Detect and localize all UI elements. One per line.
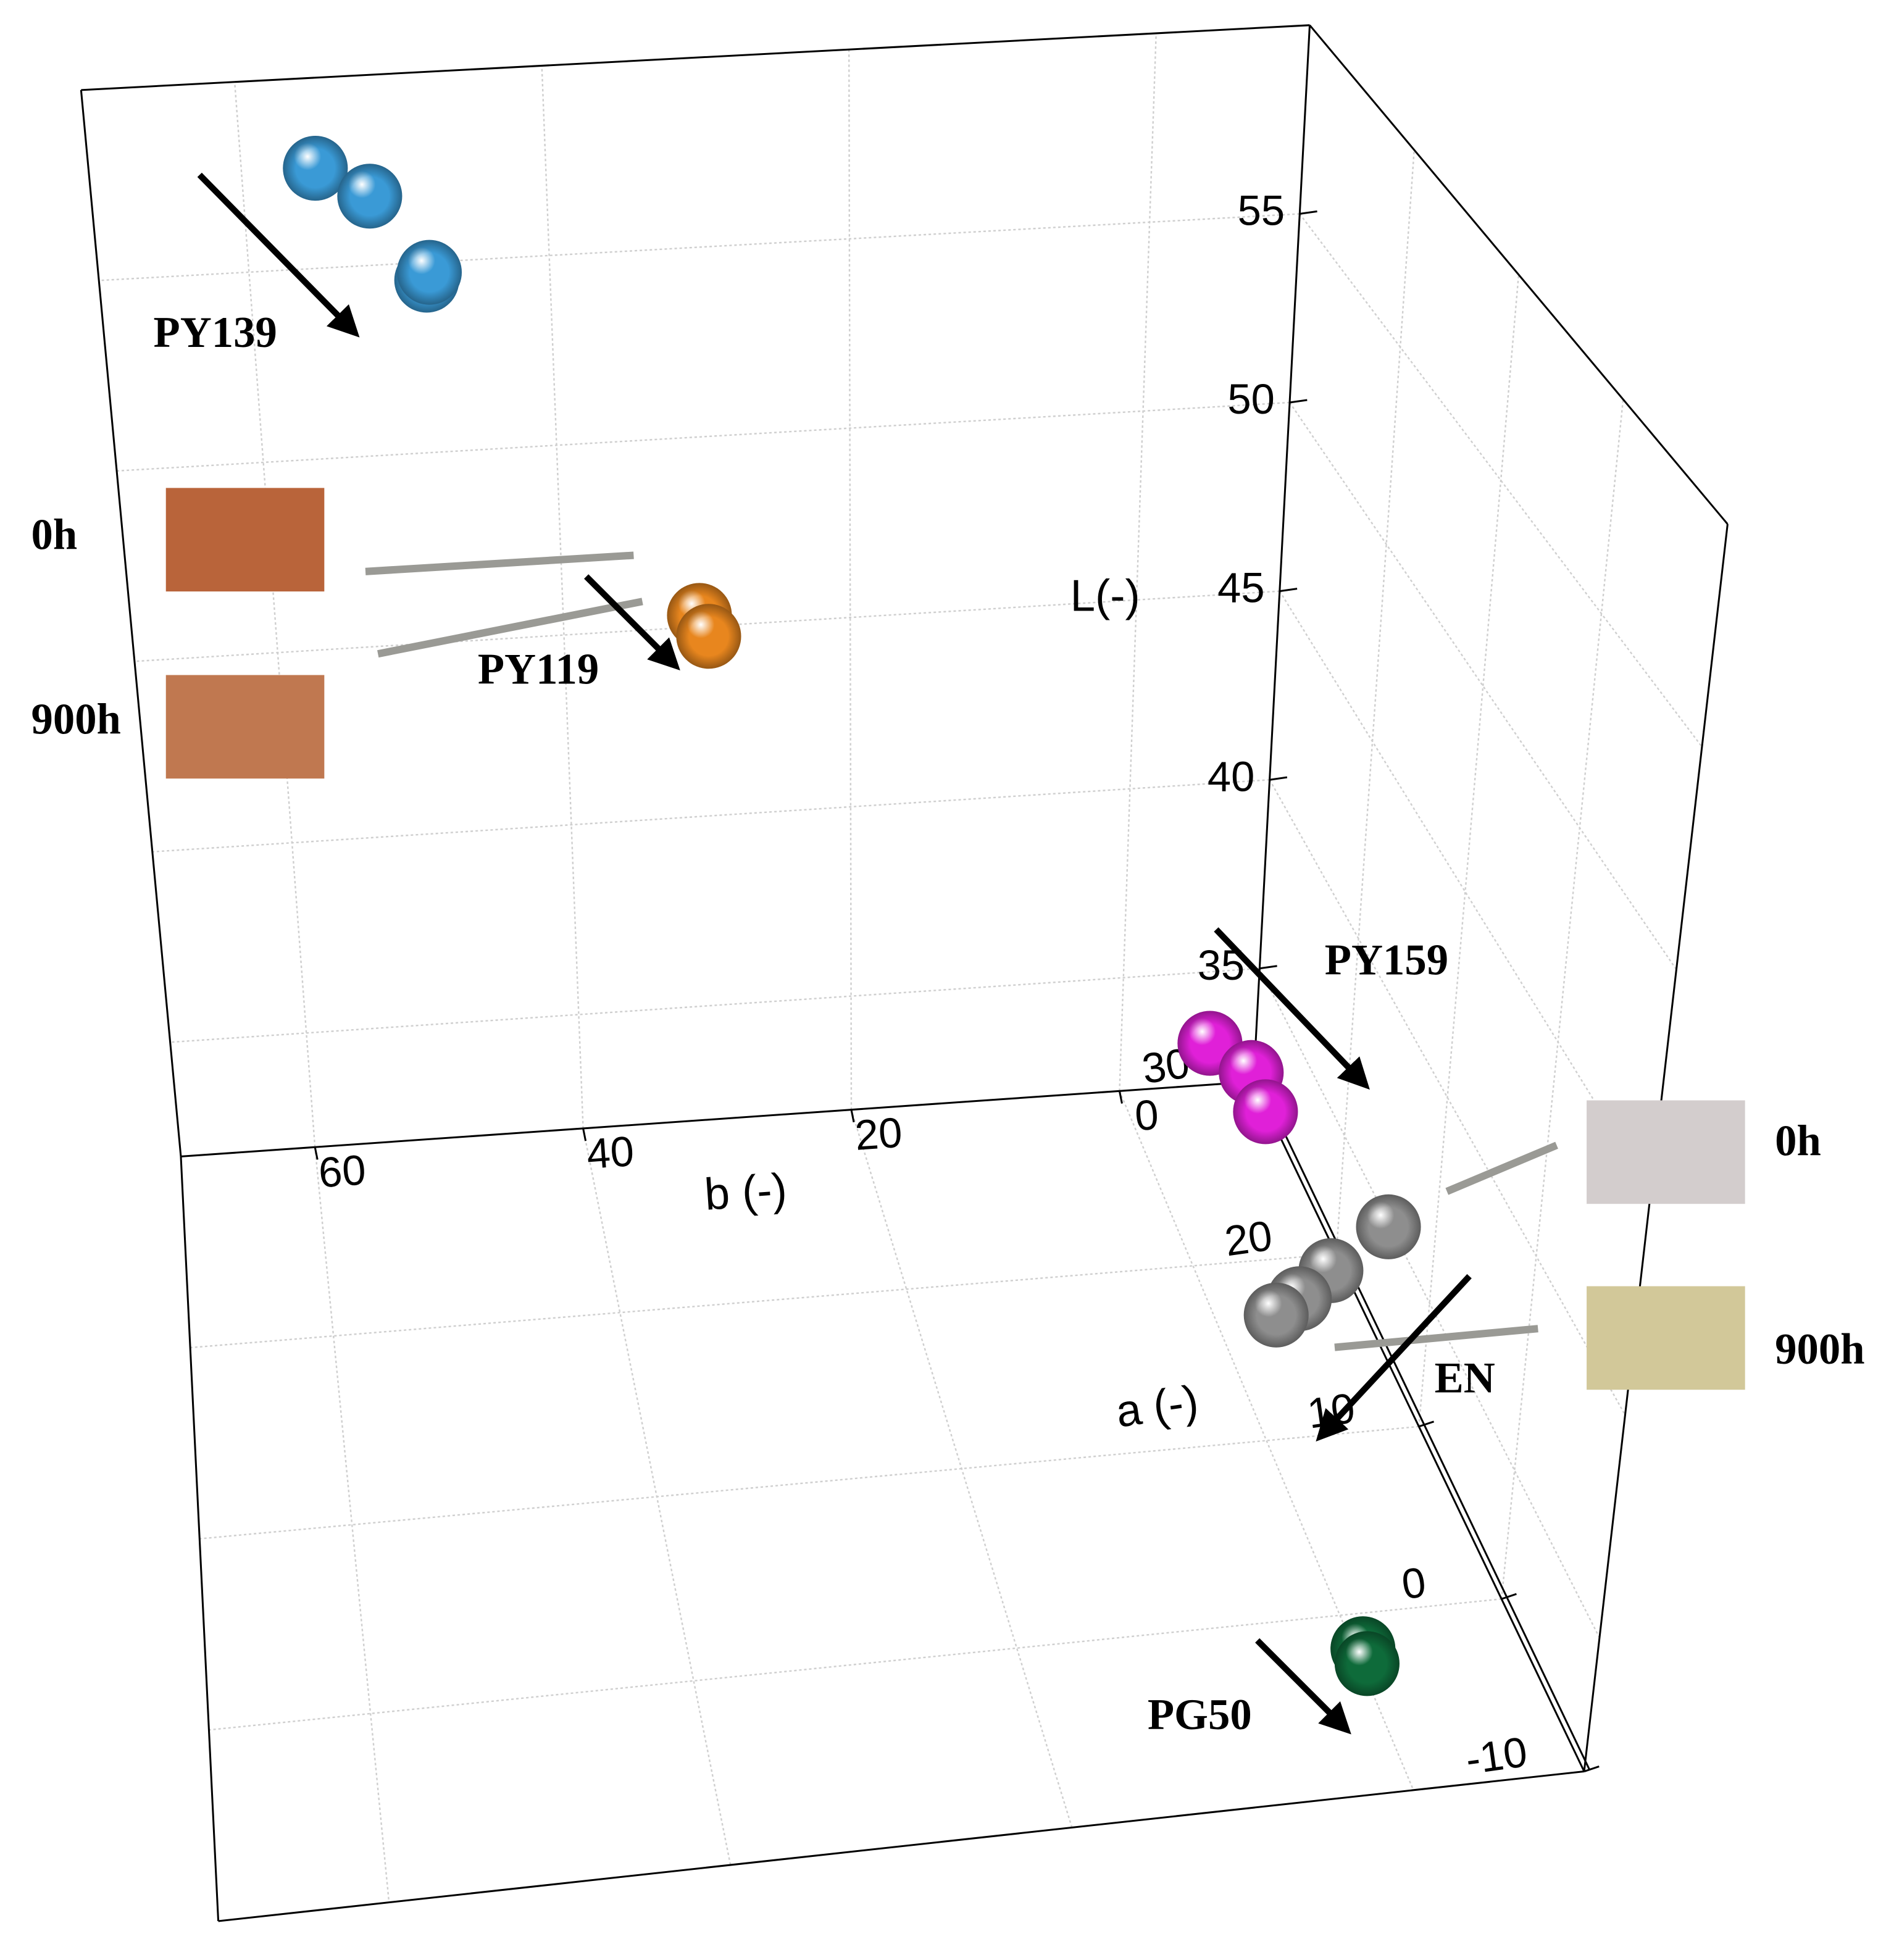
color-sample xyxy=(165,675,325,779)
box-edge xyxy=(180,1080,1254,1157)
grid-line xyxy=(116,401,1290,472)
grid-line xyxy=(1269,779,1626,1416)
tick-mark xyxy=(1259,965,1277,970)
grid-line xyxy=(209,1598,1502,1731)
connector xyxy=(377,598,643,658)
sample-label: 900h xyxy=(1775,1325,1864,1374)
z-tick-label: 55 xyxy=(1238,187,1285,235)
x-tick-label: 60 xyxy=(317,1146,367,1196)
arrow xyxy=(584,574,680,671)
series-label: PG50 xyxy=(1148,1691,1252,1739)
tick-mark xyxy=(1279,588,1298,593)
tick-mark xyxy=(1118,1091,1123,1104)
y-tick-label: 20 xyxy=(1222,1212,1275,1266)
connector xyxy=(365,551,634,575)
arrow xyxy=(1255,1638,1351,1735)
tick-mark xyxy=(1300,210,1317,215)
sphere-shade xyxy=(396,240,462,305)
series-label: PY139 xyxy=(154,309,277,357)
arrow xyxy=(197,172,360,338)
color-sample xyxy=(1587,1100,1745,1204)
grid-line xyxy=(314,1147,390,1903)
x-tick-label: 0 xyxy=(1133,1091,1160,1140)
z-tick-label: 40 xyxy=(1208,753,1254,800)
x-tick-label: 40 xyxy=(585,1127,636,1178)
grid-line xyxy=(1418,274,1520,1427)
y-tick-label: 0 xyxy=(1399,1558,1429,1609)
sphere-shade xyxy=(1233,1079,1298,1145)
color-sample xyxy=(1587,1286,1745,1390)
tick-mark xyxy=(1583,1765,1600,1772)
grid-line xyxy=(848,49,853,1110)
grid-line xyxy=(1299,213,1703,748)
y-tick-label: -10 xyxy=(1462,1728,1530,1783)
grid-line xyxy=(1259,968,1601,1638)
sphere-shade xyxy=(337,164,403,229)
series-label: PY119 xyxy=(478,646,599,694)
box-edge xyxy=(1309,24,1729,525)
z-tick-label: 50 xyxy=(1227,375,1274,423)
grid-line xyxy=(1289,402,1677,970)
box-edge xyxy=(218,1770,1585,1922)
tick-mark xyxy=(314,1146,319,1160)
grid-line xyxy=(1500,399,1624,1599)
arrow xyxy=(1214,927,1370,1090)
connector xyxy=(1334,1325,1538,1351)
color-sample xyxy=(165,488,325,592)
grid-line xyxy=(190,1253,1337,1349)
x-axis-label: b (-) xyxy=(703,1164,789,1220)
tick-mark xyxy=(1269,776,1288,781)
grid-line xyxy=(170,967,1260,1043)
series-label: EN xyxy=(1435,1354,1495,1402)
box-edge xyxy=(80,90,182,1157)
tick-mark xyxy=(582,1128,587,1141)
sample-label: 0h xyxy=(1775,1117,1821,1165)
arrow xyxy=(1316,1274,1472,1442)
sphere-shade xyxy=(1356,1194,1421,1259)
sphere-shade xyxy=(1334,1631,1400,1696)
x-tick-label: 20 xyxy=(853,1109,904,1159)
box-edge xyxy=(81,24,1310,91)
z-tick-label: 45 xyxy=(1217,564,1264,612)
sphere-shade xyxy=(1243,1282,1309,1348)
sphere-shade xyxy=(283,136,348,201)
box-edge xyxy=(180,1156,220,1922)
sample-label: 0h xyxy=(31,511,78,559)
grid-line xyxy=(1119,1090,1414,1791)
grid-line xyxy=(199,1425,1419,1540)
sphere-shade xyxy=(676,604,741,669)
grid-line xyxy=(1119,33,1157,1091)
y-axis-label: a (-) xyxy=(1113,1376,1201,1437)
sample-label: 900h xyxy=(31,696,121,744)
tick-mark xyxy=(1501,1593,1517,1600)
connector xyxy=(1445,1141,1558,1195)
box-edge xyxy=(1253,1081,1585,1772)
grid-line xyxy=(233,81,316,1148)
grid-line xyxy=(99,213,1300,281)
tick-mark xyxy=(1289,399,1308,404)
series-label: PY159 xyxy=(1325,936,1448,984)
grid-line xyxy=(152,778,1270,853)
z-axis-label: L(-) xyxy=(1070,570,1140,620)
tick-mark xyxy=(850,1109,855,1123)
grid-line xyxy=(541,65,584,1128)
box-edge xyxy=(1253,25,1311,1082)
grid-line xyxy=(134,590,1280,662)
tick-mark xyxy=(1418,1420,1435,1428)
